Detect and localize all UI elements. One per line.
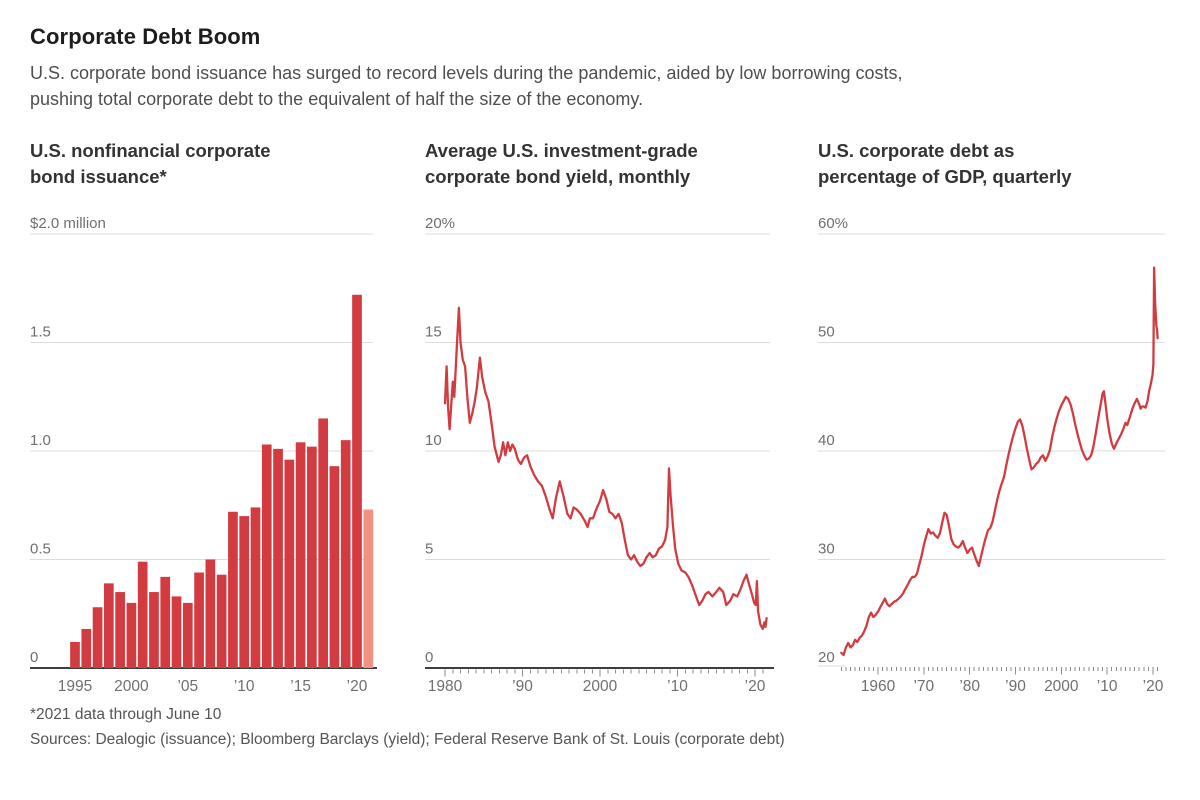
bar-2005 [182,602,193,668]
issuance-bar-chart: 0 0.5 1.0 1.5 $2.0 million 1995 2000 ’05 ’10 ’15 ’… [30,215,377,695]
yield-line [443,306,768,631]
y-axis-labels: 0 0.5 1.0 1.5 $2.0 million [30,215,106,666]
svg-text:’70: ’70 [913,678,934,695]
debt-gdp-line [840,266,1159,657]
svg-text:1.0: 1.0 [30,432,51,449]
bar-2006 [194,572,204,668]
bar-2004 [171,596,182,668]
svg-text:20%: 20% [425,215,455,232]
svg-text:’10: ’10 [234,678,255,695]
svg-text:2000: 2000 [1044,678,1079,695]
bar-2011 [250,507,261,668]
bar-2001 [137,561,148,668]
y-axis-labels: 0 5 10 15 20% [425,215,455,666]
svg-text:1980: 1980 [428,678,463,695]
bar-2013 [273,448,283,668]
bar-2010 [239,516,250,668]
panel-title-yield-line-1: Average U.S. investment-grade [425,140,698,161]
svg-text:1995: 1995 [58,678,92,695]
panel-title-issuance-line-2: bond issuance* [30,166,167,187]
bar-2019 [340,440,351,668]
svg-text:1960: 1960 [861,678,896,695]
yield-line-chart: 0 5 10 15 20% 1980 ’90 2000 ’10 ’20 [425,215,774,695]
bar-1996 [81,628,92,668]
svg-text:2000: 2000 [583,678,618,695]
x-axis-labels: 1960 ’70 ’80 ’90 2000 ’10 ’20 [861,678,1164,695]
sources-line: Sources: Dealogic (issuance); Bloomberg … [30,731,785,748]
svg-text:30: 30 [818,541,835,558]
svg-text:$2.0 million: $2.0 million [30,215,106,232]
svg-text:’90: ’90 [1005,678,1026,695]
svg-text:’80: ’80 [959,678,980,695]
panel-title-issuance-line-1: U.S. nonfinancial corporate [30,140,271,161]
svg-text:60%: 60% [818,215,848,232]
x-axis-labels: 1995 2000 ’05 ’10 ’15 ’20 [58,678,368,695]
bar-2007 [205,559,216,668]
bar-2014 [284,459,295,668]
bar-2017 [318,418,329,668]
bar-2000 [126,602,137,668]
x-axis [425,667,774,677]
bar-1997 [92,607,103,668]
svg-text:20: 20 [818,649,835,666]
bar-2020 [352,294,362,668]
panel-title-debt-gdp-line-1: U.S. corporate debt as [818,140,1015,161]
svg-text:0.5: 0.5 [30,541,51,558]
svg-text:10: 10 [425,432,442,449]
debt-gdp-line-chart: 20 30 40 50 60% 1960 ’70 ’80 ’90 2000 ’10 ’20 [818,215,1165,695]
svg-text:15: 15 [425,324,442,341]
bar-2009 [228,511,238,668]
panel-title-yield-line-2: corporate bond yield, monthly [425,166,691,187]
svg-text:2000: 2000 [114,678,149,695]
svg-text:’10: ’10 [1097,678,1118,695]
svg-text:’15: ’15 [290,678,311,695]
svg-text:’90: ’90 [512,678,533,695]
y-axis-labels: 20 30 40 50 60% [818,215,848,666]
bar-2015 [295,442,306,668]
panel-title-debt-gdp: U.S. corporate debt as percentage of GDP… [818,138,1158,190]
subtitle-line-2: pushing total corporate debt to the equi… [30,89,644,109]
bars [70,294,374,668]
bar-2008 [216,574,227,668]
svg-text:’10: ’10 [667,678,688,695]
svg-text:’20: ’20 [347,678,368,695]
bar-1999 [115,592,125,668]
panel-title-issuance: U.S. nonfinancial corporate bond issuanc… [30,138,360,190]
bar-2002 [149,592,159,668]
x-axis [840,667,1159,675]
x-axis-ticks [444,669,764,677]
svg-text:0: 0 [425,649,433,666]
bar-2018 [329,466,340,668]
panel-title-debt-gdp-line-2: percentage of GDP, quarterly [818,166,1072,187]
svg-text:5: 5 [425,541,433,558]
bar-1995 [70,641,80,668]
bar-2012 [261,444,272,668]
x-axis-ticks [840,667,1159,675]
svg-text:0: 0 [30,649,38,666]
figure-subtitle: U.S. corporate bond issuance has surged … [30,60,902,112]
svg-text:1.5: 1.5 [30,324,51,341]
figure-title: Corporate Debt Boom [30,24,261,49]
bar-2021 [363,509,374,668]
footnote: *2021 data through June 10 [30,706,222,723]
panel-title-yield: Average U.S. investment-grade corporate … [425,138,775,190]
svg-text:’20: ’20 [745,678,766,695]
svg-text:50: 50 [818,324,835,341]
subtitle-line-1: U.S. corporate bond issuance has surged … [30,63,903,83]
gridlines [425,233,770,560]
gridlines [818,233,1165,667]
bar-1998 [103,583,114,668]
bar-2003 [160,576,171,668]
svg-text:’20: ’20 [1143,678,1164,695]
x-axis-labels: 1980 ’90 2000 ’10 ’20 [428,678,766,695]
svg-text:40: 40 [818,432,835,449]
svg-text:’05: ’05 [177,678,198,695]
bar-2016 [307,446,317,668]
